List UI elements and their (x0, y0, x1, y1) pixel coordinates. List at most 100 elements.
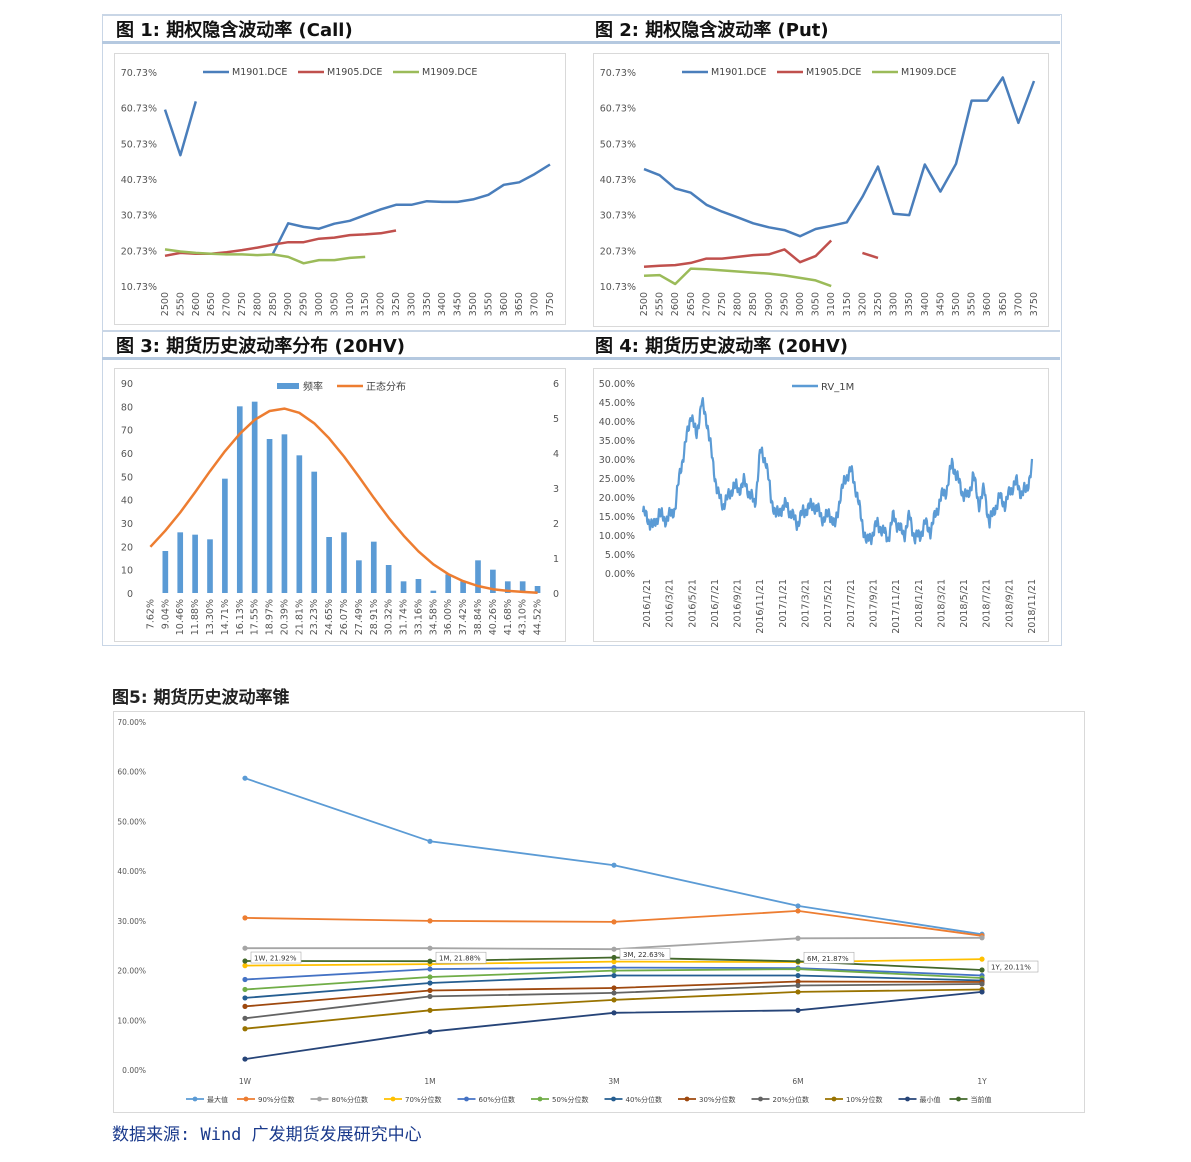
c1-xtick: 3550 (483, 292, 494, 316)
c3-bar (266, 439, 273, 593)
c5-legend-label: 最大值 (207, 1095, 228, 1104)
c5-point (611, 959, 617, 965)
c2-ytick: 70.73% (600, 68, 636, 79)
c3-bar (519, 581, 526, 593)
c3-ytick-right: 2 (553, 519, 559, 530)
c5-legend-marker (243, 1096, 249, 1102)
c5-point (242, 1015, 248, 1021)
c5-point (427, 1007, 433, 1013)
c1-xtick: 2750 (237, 292, 248, 316)
c3-xtick: 27.49% (354, 599, 365, 635)
c5-point (427, 993, 433, 1000)
c5-point (979, 967, 985, 973)
c3-xtick: 26.07% (339, 599, 350, 635)
c5-point (242, 976, 248, 983)
c5-legend-marker (464, 1096, 469, 1102)
c1-xtick: 2800 (252, 292, 263, 316)
c3-ytick-left: 10 (121, 566, 133, 577)
c5-point (795, 903, 801, 909)
c5-point (795, 935, 801, 941)
chart3-title: 图 3: 期货历史波动率分布 (20HV) (102, 330, 581, 360)
c3-legend-label: 频率 (303, 380, 323, 393)
c2-xtick: 3450 (935, 292, 946, 316)
c4-ytick: 45.00% (599, 398, 635, 409)
c3-bar (490, 569, 496, 593)
c3-xtick: 21.81% (294, 599, 305, 635)
c5-legend-marker (956, 1096, 961, 1102)
c4-xtick: 2017/7/21 (846, 579, 857, 628)
c5-annotation: 1W, 21.92% (254, 955, 297, 963)
c5-legend-label: 最小值 (920, 1095, 941, 1104)
c3-bar (207, 539, 213, 593)
c3-xtick: 13.30% (205, 599, 216, 635)
c3-xtick: 28.91% (369, 599, 380, 635)
c2-xtick: 3750 (1029, 292, 1040, 316)
c5-annotation-box (619, 948, 671, 960)
c2-ytick: 60.73% (600, 104, 636, 115)
c3-xtick: 31.74% (399, 599, 410, 635)
c5-annotation: 3M, 22.63% (623, 951, 665, 959)
c5-point (611, 967, 617, 974)
c3-xtick: 7.62% (145, 599, 156, 629)
c3-xtick: 43.10% (518, 599, 529, 635)
c3-xtick: 17.55% (250, 599, 261, 635)
c3-legend-label: 正态分布 (366, 380, 406, 393)
c5-point (242, 1056, 248, 1062)
c5-point (242, 995, 248, 1001)
c5-point (611, 972, 617, 979)
c2-xtick: 2600 (670, 292, 681, 316)
c2-ytick: 20.73% (600, 246, 636, 257)
c3-ytick-left: 40 (121, 496, 133, 507)
c1-xtick: 3700 (530, 292, 541, 316)
c5-point (795, 978, 801, 985)
c3-xtick: 14.71% (220, 599, 231, 635)
c3-xtick: 38.84% (473, 599, 484, 635)
c3-bar (415, 579, 422, 593)
c2-xtick: 3350 (904, 292, 915, 316)
c5-point (611, 862, 617, 868)
c5-legend-label: 30%分位数 (699, 1095, 736, 1104)
c3-xtick: 11.88% (190, 599, 201, 635)
c3-bar (326, 537, 332, 593)
c1-xtick: 2900 (283, 292, 294, 316)
source-note: 数据来源: Wind 广发期货发展研究中心 (112, 1125, 422, 1145)
c5-point (427, 974, 433, 980)
c2-xtick: 2550 (655, 292, 666, 316)
c5-legend-label: 80%分位数 (332, 1095, 369, 1104)
chart2-svg: 10.73% 20.73% 30.73% 40.73% 50.73% 60.73% 70.7… (600, 67, 1040, 316)
c5-point (427, 1029, 433, 1035)
c5-legend-label: 90%分位数 (258, 1095, 295, 1104)
c3-xtick: 24.65% (324, 599, 335, 635)
c5-annotation: 6M, 21.87% (807, 955, 849, 963)
c5-annotation: 1M, 21.88% (439, 955, 481, 963)
c2-xtick: 3250 (873, 292, 884, 316)
c3-xtick: 44.52% (533, 599, 544, 635)
c5-ytick: 10.00% (117, 1016, 146, 1025)
c2-xtick: 3150 (842, 292, 853, 316)
c2-series-line (643, 267, 832, 288)
c5-point (611, 997, 617, 1003)
c1-xtick: 2650 (206, 292, 217, 316)
c3-bar (445, 574, 452, 593)
c2-xtick: 2750 (717, 292, 728, 316)
c5-point (979, 981, 985, 987)
c5-point (427, 945, 433, 951)
c3-xtick: 37.42% (458, 599, 469, 635)
c5-annotation-box (250, 951, 302, 964)
chart3-box: 0 10 20 30 40 50 60 70 80 90 0 1 2 3 4 5 6 7.62% 9.04% 10.4… (114, 368, 566, 642)
c2-xtick: 2650 (686, 292, 697, 316)
c2-xtick: 3300 (889, 292, 900, 316)
c3-ytick-right: 3 (553, 484, 559, 495)
c5-point (427, 987, 433, 994)
c3-bar (460, 581, 466, 593)
c5-legend-marker (831, 1096, 837, 1102)
c3-ytick-left: 90 (121, 379, 133, 390)
c5-xtick: 1M (424, 1077, 435, 1086)
c3-bar (177, 532, 184, 593)
c2-xtick: 3700 (1013, 292, 1024, 316)
c2-xtick: 2850 (748, 292, 759, 316)
c3-ytick-left: 30 (121, 519, 133, 530)
c5-point (242, 945, 248, 951)
c3-xtick: 41.68% (503, 599, 514, 635)
c4-xtick: 2018/7/21 (982, 579, 993, 628)
